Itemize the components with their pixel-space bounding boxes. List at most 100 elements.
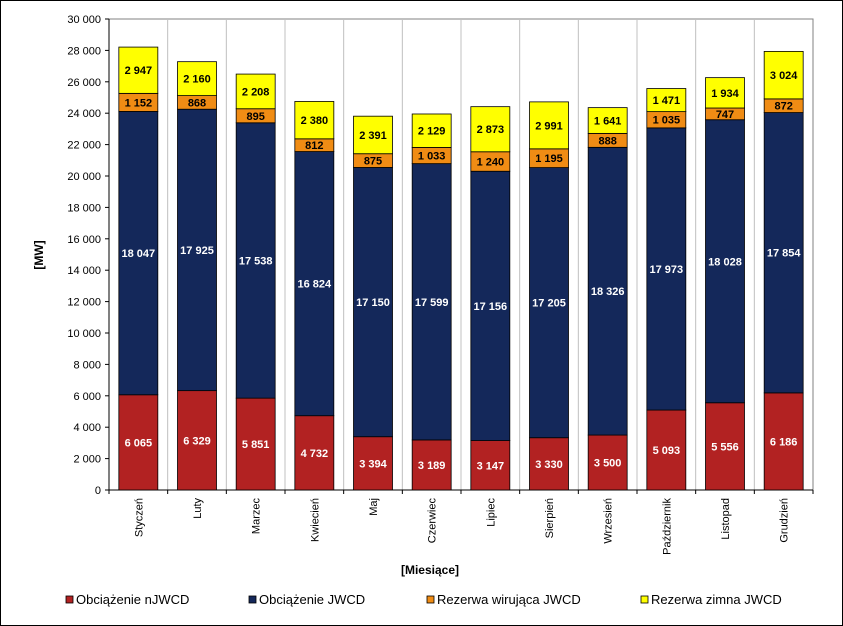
data-label: 3 024 [770,70,798,82]
bar-segment [235,122,276,399]
data-label: 17 599 [415,297,449,309]
y-tick-label: 6 000 [73,391,101,403]
data-label: 2 391 [359,130,387,142]
bar-segment [177,108,217,392]
y-tick-label: 24 000 [67,108,101,120]
y-tick-label: 28 000 [67,45,101,57]
data-label: 1 033 [418,151,446,163]
x-axis: Styczeń Luty Marzec Kwiecień Maj Czerwiec Lipi… [108,489,814,555]
data-label: 3 330 [535,459,563,471]
x-tick-label: Kwiecień [309,498,321,542]
x-tick-label: Marzec [251,498,263,535]
legend-label: Rezerwa wirująca JWCD [437,592,581,607]
legend-swatch [426,595,435,604]
data-label: 895 [246,111,264,123]
bar-segment [294,101,335,140]
data-label: 1 934 [711,88,739,100]
bar-segment [529,101,569,150]
legend-label: Obciążenie nJWCD [76,592,189,607]
x-tick-label: Lipiec [485,498,497,527]
legend: Obciążenie nJWCD Obciążenie JWCD Rezerwa w… [65,592,782,607]
data-label: 868 [188,97,206,109]
x-tick-label: Październik [661,498,673,555]
bar-segment [411,163,452,441]
legend-swatch [65,595,74,604]
data-label: 747 [716,109,734,121]
data-label: 2 129 [418,126,446,138]
y-axis-title: [MW] [32,240,46,269]
data-label: 17 854 [767,248,802,260]
data-label: 1 240 [477,157,505,169]
data-label: 18 326 [591,286,625,298]
bar-segment [763,112,804,394]
data-label: 17 538 [239,255,273,267]
x-tick-label: Czerwiec [427,498,439,544]
bar-segment [411,439,452,491]
data-label: 16 824 [298,279,333,291]
y-tick-label: 8 000 [73,359,101,371]
bar-segment [587,434,628,491]
data-label: 2 208 [242,86,270,98]
y-tick-label: 22 000 [67,140,101,152]
y-tick-label: 26 000 [67,77,101,89]
data-label: 888 [598,135,616,147]
data-label: 5 093 [653,445,681,457]
data-label: 875 [364,156,382,168]
bar-segment [294,151,335,417]
data-label: 1 195 [535,153,563,165]
bar-segment [587,146,628,436]
data-label: 3 500 [594,458,622,470]
y-axis: 0 2 000 4 000 6 000 8 000 10 000 12 000 14 000 1… [67,14,110,497]
x-tick-label: Styczeń [133,498,145,537]
data-label: 17 150 [356,297,390,309]
legend-swatch [248,595,257,604]
bar-segment [470,170,511,441]
x-tick-label: Sierpień [544,498,556,538]
bar-segment [118,46,159,94]
y-tick-label: 2 000 [73,454,101,466]
bar-segment [118,394,159,491]
bar-segment [646,127,687,411]
data-label: 6 329 [183,435,211,447]
bars: 6 065 18 047 1 152 2 947 6 329 17 925 868 2 160… [118,46,804,491]
y-tick-label: 14 000 [67,265,101,277]
bar-segment [177,390,217,491]
x-tick-label: Luty [192,498,204,519]
y-tick-label: 4 000 [73,422,101,434]
y-tick-label: 30 000 [67,14,101,26]
bar-segment [470,106,511,153]
data-label: 1 641 [594,116,622,128]
x-tick-label: Maj [368,498,380,516]
data-label: 6 186 [770,436,798,448]
data-label: 17 156 [474,301,508,313]
data-label: 2 160 [183,74,211,86]
data-label: 3 189 [418,460,446,472]
data-label: 3 394 [359,458,387,470]
bar-segment [705,119,745,404]
x-axis-title: [Miesiące] [401,563,459,577]
y-tick-label: 0 [95,485,101,497]
bar-segment [587,107,628,134]
bar-segment [118,111,159,396]
data-label: 17 973 [650,264,684,276]
bar-segment [646,88,687,113]
data-label: 1 152 [125,97,153,109]
legend-swatch [640,595,649,604]
plot-area [108,18,814,491]
x-tick-label: Grudzień [779,498,791,543]
data-label: 2 380 [301,115,329,127]
bar-segment [763,392,804,491]
bar-segment [411,113,452,148]
data-label: 17 205 [532,298,566,310]
data-label: 1 471 [653,95,681,107]
bar-segment [177,61,217,96]
y-tick-label: 18 000 [67,202,101,214]
bar-segment [235,397,276,491]
y-tick-label: 12 000 [67,297,101,309]
data-label: 3 147 [477,460,505,472]
bar-segment [235,73,276,110]
data-label: 18 047 [122,248,156,260]
data-label: 5 851 [242,439,270,451]
bar-segment [763,51,804,100]
